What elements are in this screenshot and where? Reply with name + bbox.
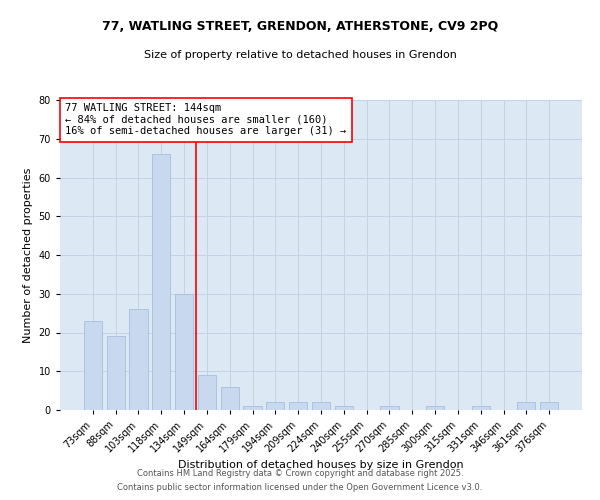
Bar bbox=[84, 321, 102, 410]
Bar bbox=[130, 309, 148, 410]
Text: 77 WATLING STREET: 144sqm
← 84% of detached houses are smaller (160)
16% of semi: 77 WATLING STREET: 144sqm ← 84% of detac… bbox=[65, 103, 346, 136]
Text: Contains public sector information licensed under the Open Government Licence v3: Contains public sector information licen… bbox=[118, 484, 482, 492]
Text: Contains HM Land Registry data © Crown copyright and database right 2025.: Contains HM Land Registry data © Crown c… bbox=[137, 468, 463, 477]
X-axis label: Distribution of detached houses by size in Grendon: Distribution of detached houses by size … bbox=[178, 460, 464, 469]
Bar bbox=[175, 294, 193, 410]
Text: 77, WATLING STREET, GRENDON, ATHERSTONE, CV9 2PQ: 77, WATLING STREET, GRENDON, ATHERSTONE,… bbox=[102, 20, 498, 33]
Bar bbox=[152, 154, 170, 410]
Text: Size of property relative to detached houses in Grendon: Size of property relative to detached ho… bbox=[143, 50, 457, 60]
Bar bbox=[335, 406, 353, 410]
Bar bbox=[289, 402, 307, 410]
Bar bbox=[107, 336, 125, 410]
Bar bbox=[266, 402, 284, 410]
Bar bbox=[380, 406, 398, 410]
Bar bbox=[244, 406, 262, 410]
Bar bbox=[540, 402, 558, 410]
Bar bbox=[426, 406, 444, 410]
Bar bbox=[517, 402, 535, 410]
Bar bbox=[198, 375, 216, 410]
Bar bbox=[472, 406, 490, 410]
Bar bbox=[221, 387, 239, 410]
Y-axis label: Number of detached properties: Number of detached properties bbox=[23, 168, 33, 342]
Bar bbox=[312, 402, 330, 410]
